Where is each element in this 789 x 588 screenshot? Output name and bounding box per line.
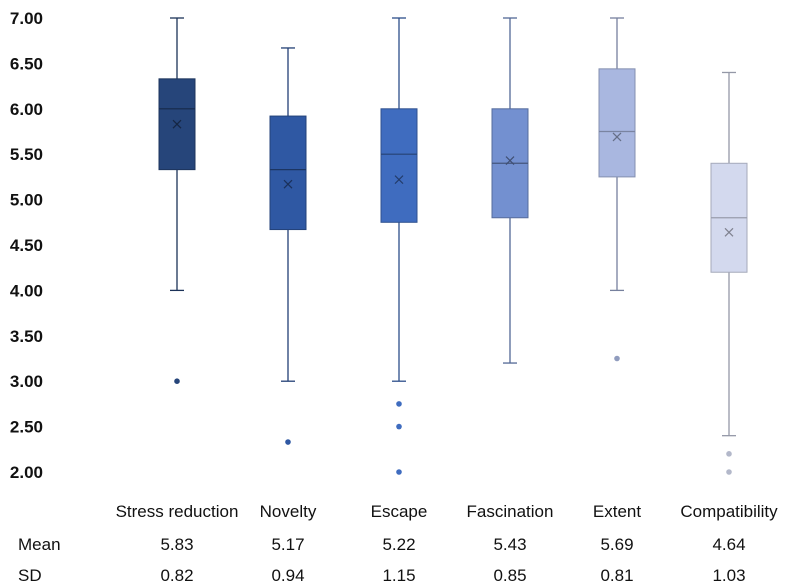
y-tick-label: 6.00	[10, 100, 43, 119]
outlier-point	[174, 378, 180, 385]
mean-marker	[283, 179, 293, 189]
y-tick-label: 2.00	[10, 463, 43, 482]
y-tick-label: 2.50	[10, 418, 43, 437]
y-tick-label: 3.50	[10, 327, 43, 346]
y-tick-label: 4.50	[10, 236, 43, 255]
stats-value: 1.15	[382, 566, 415, 585]
stats-value: 5.83	[160, 535, 193, 554]
stats-value: 1.03	[712, 566, 745, 585]
stats-value: 5.43	[493, 535, 526, 554]
category-label: Fascination	[467, 502, 554, 521]
stats-value: 5.17	[271, 535, 304, 554]
mean-marker	[612, 132, 622, 142]
stats-value: 5.22	[382, 535, 415, 554]
outlier-point	[614, 355, 620, 362]
y-tick-label: 6.50	[10, 54, 43, 73]
stats-row-label: Mean	[18, 535, 61, 554]
category-label: Escape	[371, 502, 428, 521]
outlier-point	[396, 469, 402, 475]
outlier-point	[285, 439, 291, 445]
mean-marker	[724, 227, 734, 237]
box-iqr	[380, 108, 418, 223]
outlier-point	[396, 401, 402, 407]
outlier-point	[726, 469, 732, 475]
stats-value: 0.81	[600, 566, 633, 585]
category-label: Novelty	[260, 502, 317, 521]
y-tick-label: 5.00	[10, 191, 43, 210]
stats-row-label: SD	[18, 566, 42, 585]
stats-value: 0.94	[271, 566, 304, 585]
mean-marker	[505, 156, 515, 165]
category-label: Extent	[593, 502, 641, 521]
stats-value: 4.64	[712, 535, 745, 554]
outlier-point	[396, 423, 402, 430]
category-label: Compatibility	[680, 502, 778, 521]
stats-value: 0.85	[493, 566, 526, 585]
outlier-point	[726, 451, 732, 457]
box-iqr	[598, 68, 636, 178]
category-label: Stress reduction	[116, 502, 239, 521]
mean-marker	[394, 175, 404, 185]
y-tick-label: 3.00	[10, 372, 43, 391]
box-iqr	[269, 115, 307, 231]
y-tick-label: 5.50	[10, 145, 43, 164]
mean-marker	[172, 119, 182, 129]
stats-value: 5.69	[600, 535, 633, 554]
y-tick-label: 4.00	[10, 281, 43, 300]
y-tick-label: 7.00	[10, 9, 43, 28]
stats-value: 0.82	[160, 566, 193, 585]
